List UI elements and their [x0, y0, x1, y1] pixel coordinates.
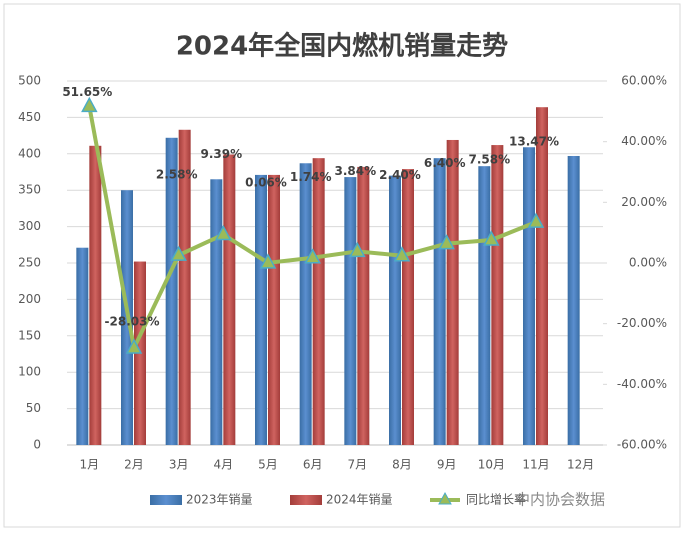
bar	[523, 147, 535, 446]
line-marker	[393, 246, 411, 262]
bar	[178, 129, 191, 445]
x-tick-label: 1月	[80, 458, 100, 472]
bar	[89, 145, 102, 446]
bar	[255, 174, 267, 446]
y-tick-label: 200	[18, 292, 41, 306]
line-marker	[349, 241, 366, 258]
bar	[389, 175, 401, 445]
data-label: 0.06%	[245, 175, 287, 189]
y2-tick-label: 0.00%	[629, 256, 667, 270]
x-tick-label: 4月	[214, 458, 234, 472]
y2-tick-label: 60.00%	[621, 74, 667, 88]
bar	[433, 158, 446, 445]
line-marker	[125, 338, 143, 354]
legend-marker	[438, 491, 452, 505]
data-label: 2.40%	[379, 168, 421, 182]
line-marker	[81, 96, 98, 113]
data-label: 3.84%	[335, 164, 377, 178]
y2-tick-label: 20.00%	[621, 195, 667, 209]
data-label: -28.03%	[105, 315, 160, 329]
bar	[268, 174, 280, 446]
watermark: 中内协会数据	[515, 491, 605, 509]
bar	[299, 163, 312, 445]
bar	[210, 179, 223, 445]
bar	[76, 247, 89, 445]
y-tick-label: 150	[18, 328, 41, 342]
line-marker	[483, 230, 500, 246]
data-label: 7.58%	[469, 153, 511, 167]
data-label: 13.47%	[509, 135, 559, 149]
data-label: 51.65%	[62, 85, 112, 99]
y2-tick-label: -40.00%	[617, 377, 667, 391]
y2-tick-label: -60.00%	[617, 438, 667, 452]
legend-label: 2023年销量	[186, 493, 253, 507]
legend-swatch	[150, 495, 182, 505]
y2-tick-label: -20.00%	[617, 316, 667, 330]
bar	[357, 166, 370, 446]
bar	[567, 155, 580, 445]
x-tick-label: 7月	[348, 458, 368, 472]
x-tick-label: 9月	[437, 458, 457, 472]
legend-swatch	[290, 495, 322, 505]
line-marker	[527, 212, 545, 228]
x-tick-label: 12月	[567, 458, 594, 472]
y2-tick-label: 40.00%	[621, 134, 667, 148]
line-marker	[215, 224, 232, 241]
line-marker	[304, 248, 321, 264]
bar	[478, 166, 491, 445]
bar	[491, 145, 504, 445]
y-tick-label: 100	[18, 365, 41, 379]
x-tick-label: 8月	[392, 458, 412, 472]
line-marker	[259, 253, 277, 269]
y-tick-label: 250	[18, 256, 41, 270]
y-tick-label: 500	[18, 74, 41, 88]
bar	[402, 169, 414, 445]
chart-border	[3, 3, 681, 528]
data-label: 9.39%	[201, 147, 243, 161]
x-tick-label: 5月	[258, 458, 278, 472]
bar	[165, 137, 178, 445]
y-tick-label: 350	[18, 183, 41, 197]
x-tick-label: 2月	[124, 458, 144, 472]
bar	[344, 177, 357, 445]
x-tick-label: 6月	[303, 458, 323, 472]
x-tick-label: 11月	[522, 458, 549, 472]
bar	[446, 139, 459, 445]
data-label: 1.74%	[290, 170, 332, 184]
y-tick-label: 0	[33, 438, 41, 452]
line-marker	[170, 245, 187, 261]
x-tick-label: 10月	[478, 458, 505, 472]
legend-label: 2024年销量	[326, 493, 393, 507]
bar	[536, 107, 548, 445]
bar	[312, 158, 325, 445]
legend-label: 同比增长率	[466, 492, 526, 507]
x-tick-label: 3月	[169, 458, 189, 472]
y-tick-label: 400	[18, 146, 41, 160]
y-tick-label: 50	[26, 401, 41, 415]
line-marker	[438, 234, 455, 250]
chart-title: 2024年全国内燃机销量走势	[176, 31, 508, 62]
data-label: 6.40%	[424, 156, 466, 170]
data-label: 2.58%	[156, 168, 198, 182]
y-tick-label: 450	[18, 110, 41, 124]
y-tick-label: 300	[18, 219, 41, 233]
bar	[223, 154, 236, 445]
